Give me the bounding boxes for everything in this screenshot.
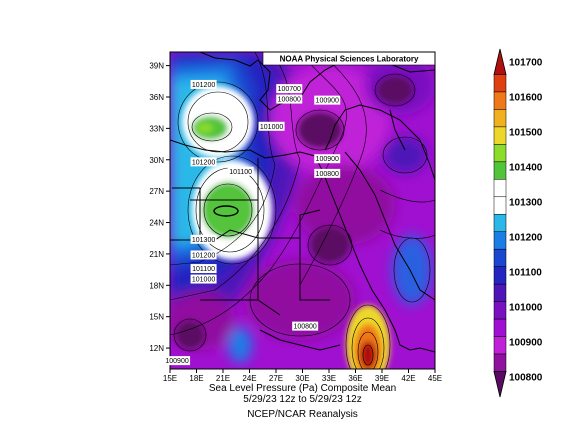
colorbar-segment [493, 283, 507, 302]
colorbar-segment [493, 266, 507, 285]
lat-tick-label: 12N [149, 344, 164, 353]
colorbar-segment [493, 214, 507, 232]
colorbar-label: 100900 [509, 338, 543, 349]
contour-label-text: 101100 [192, 266, 215, 273]
colorbar-segment [493, 248, 507, 267]
colorbar-segment [493, 318, 507, 337]
contour-label: 101000 [258, 121, 285, 131]
contour-label-text: 100900 [316, 98, 339, 105]
contour-label: 101300 [190, 234, 217, 244]
contour-label: 101200 [190, 157, 217, 167]
colorbar-segment [493, 126, 507, 145]
contour-label: 100700 [276, 84, 303, 94]
colorbar-top-arrow [493, 48, 507, 75]
lon-tick-label: 33E [322, 374, 336, 383]
colorbar-label: 101000 [509, 303, 543, 314]
contour-label-text: 101100 [229, 169, 252, 176]
colorbar-segment [493, 179, 507, 198]
contour-label-text: 100800 [316, 171, 339, 178]
lat-tick-label: 15N [149, 313, 164, 322]
contour-label: 100800 [276, 94, 303, 104]
contour-label-text: 101200 [192, 82, 215, 89]
colorbar-label: 101600 [509, 93, 543, 104]
contour-label: 101200 [190, 79, 217, 89]
colorbar-segment [493, 231, 507, 250]
lon-tick-label: 15E [163, 374, 177, 383]
colorbar-label: 101300 [509, 198, 543, 209]
lon-tick-label: 18E [189, 374, 203, 383]
contour-labels: 101200 100700 100800 100900 101000 101200 1011… [164, 79, 341, 366]
contour-label: 100800 [314, 168, 341, 178]
colorbar-segment [493, 336, 507, 355]
contour-label: 100900 [314, 154, 341, 164]
colorbar-segment [493, 301, 507, 320]
colorbar-label: 101200 [509, 233, 543, 244]
contour-label-text: 100800 [293, 324, 316, 331]
lat-tick-label: 27N [149, 187, 164, 196]
lat-tick-label: 18N [149, 281, 164, 290]
colorbar-segment [493, 109, 507, 128]
contour-label: 101100 [190, 264, 217, 274]
contour-label-text: 100800 [278, 97, 301, 104]
contour-label: 100900 [164, 356, 191, 366]
lat-tick-label: 21N [149, 250, 164, 259]
lon-tick-label: 42E [401, 374, 415, 383]
colorbar-label: 101700 [509, 58, 543, 69]
colorbar-label: 100800 [509, 373, 543, 384]
caption-date-range: 5/29/23 12z to 5/29/23 12z [243, 394, 362, 405]
lon-tick-label: 21E [216, 374, 230, 383]
colorbar-bottom-arrow [493, 371, 507, 398]
lon-tick-label: 30E [295, 374, 309, 383]
lon-tick-label: 45E [428, 374, 442, 383]
contour-label-text: 101000 [260, 124, 283, 131]
lat-tick-label: 30N [149, 156, 164, 165]
colorbar-label: 101100 [509, 268, 542, 279]
colorbar-label: 101400 [509, 163, 543, 174]
caption-variable: Sea Level Pressure (Pa) Composite Mean [208, 383, 397, 394]
colorbar-segment [493, 74, 507, 93]
latitude-axis: 39N 36N 33N 30N 27N 24N 21N 18N 15N 12N [149, 62, 170, 353]
contour-label: 100800 [292, 321, 319, 331]
lon-tick-label: 39E [375, 374, 389, 383]
lon-tick-label: 27E [269, 374, 283, 383]
lat-tick-label: 36N [149, 93, 164, 102]
credit-label: NOAA Physical Sciences Laboratory [280, 55, 419, 64]
colorbar-segment [493, 196, 507, 215]
contour-label: 101100 [227, 166, 254, 176]
colorbar-segment [493, 91, 507, 110]
contour-label-text: 101000 [192, 277, 215, 284]
contour-label-text: 100700 [278, 86, 301, 93]
colorbar-label: 101500 [509, 128, 543, 139]
contour-label: 100900 [314, 95, 341, 105]
contour-label-text: 101200 [192, 252, 215, 259]
contour-label-text: 101200 [192, 159, 215, 166]
longitude-axis: 15E 18E 21E 24E 27E 30E 33E 36E 39E 42E 45E [163, 369, 442, 383]
colorbar: 101700 101600 101500 101400 101300 101200 1011… [493, 48, 543, 398]
lat-tick-label: 33N [149, 124, 164, 133]
contour-label-text: 100900 [316, 156, 339, 163]
lat-tick-label: 39N [149, 62, 164, 71]
contour-label: 101200 [190, 250, 217, 260]
colorbar-segment [493, 144, 507, 163]
caption-dataset: NCEP/NCAR Reanalysis [247, 409, 358, 420]
colorbar-segment [493, 161, 507, 180]
lon-tick-label: 24E [242, 374, 256, 383]
lon-tick-label: 36E [348, 374, 362, 383]
contour-label-text: 100900 [165, 358, 188, 365]
contour-label-text: 101300 [192, 237, 215, 244]
contour-label: 101000 [190, 274, 217, 284]
lat-tick-label: 24N [149, 219, 164, 228]
colorbar-segment [493, 353, 507, 372]
